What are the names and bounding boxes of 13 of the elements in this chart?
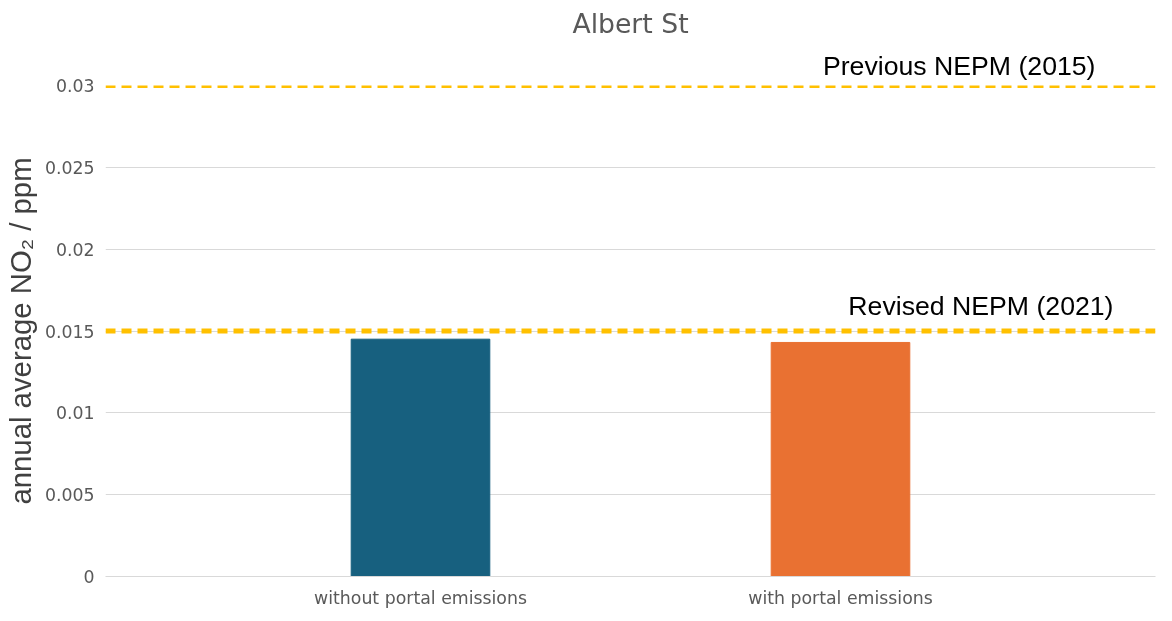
- chart-title: Albert St: [572, 7, 689, 39]
- x-tick-label: with portal emissions: [748, 587, 933, 608]
- ref-line-label: Revised NEPM (2021): [848, 291, 1114, 321]
- y-axis-title: annual average NO₂ / ppm: [3, 157, 37, 505]
- y-tick-label: 0.02: [55, 239, 95, 260]
- ref-line-label: Previous NEPM (2015): [822, 50, 1096, 81]
- y-tick-label: 0.025: [44, 157, 95, 178]
- x-tick-label: without portal emissions: [314, 587, 527, 608]
- y-tick-label: 0: [83, 567, 95, 587]
- y-tick-label: 0.015: [44, 321, 95, 342]
- y-tick-label: 0.03: [55, 76, 95, 96]
- y-tick-label: 0.01: [55, 403, 95, 424]
- y-tick-label: 0.005: [44, 485, 95, 506]
